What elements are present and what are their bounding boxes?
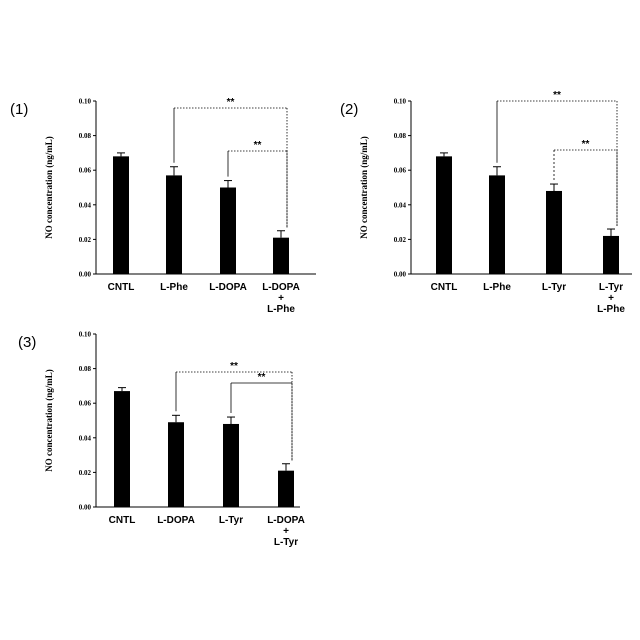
category-label: L-DOPA [262, 282, 300, 293]
bar [166, 175, 182, 274]
bar [113, 156, 129, 274]
significance-label: ** [230, 361, 238, 372]
significance-label: ** [227, 97, 235, 108]
bar [489, 175, 505, 274]
y-tick-label: 0.00 [79, 271, 92, 279]
y-axis-title: NO concentration (ng/mL) [44, 136, 54, 239]
y-tick-label: 0.10 [79, 98, 92, 106]
category-label: L-Tyr [274, 537, 298, 548]
y-tick-label: 0.04 [79, 434, 92, 442]
category-label: L-Phe [160, 282, 188, 293]
chart-panel-2: (2) 0.00 0.02 0.04 0.06 0.08 0.10 NO concentrat… [340, 90, 632, 315]
category-label: L-Phe [597, 304, 625, 315]
bar [114, 391, 130, 507]
significance-label: ** [582, 139, 590, 150]
bar [436, 156, 452, 274]
category-label: + [278, 293, 284, 304]
category-label: + [283, 526, 289, 537]
y-tick-label: 0.02 [394, 236, 407, 244]
category-label: L-Tyr [219, 515, 243, 526]
y-tick-label: 0.00 [394, 271, 407, 279]
category-label: L-DOPA [157, 515, 195, 526]
category-label: L-Phe [267, 304, 295, 315]
bar [220, 188, 236, 275]
y-tick-label: 0.04 [79, 201, 92, 209]
bar [546, 191, 562, 274]
y-tick-label: 0.06 [394, 167, 407, 175]
y-tick-label: 0.02 [79, 469, 92, 477]
category-label: CNTL [109, 515, 136, 526]
panel-label: (2) [340, 101, 358, 118]
category-label: L-DOPA [267, 515, 305, 526]
y-tick-label: 0.10 [79, 331, 92, 339]
y-tick-label: 0.06 [79, 167, 92, 175]
bar [168, 422, 184, 507]
chart-panel-1: (1) 0.00 0.02 0.04 0.06 0.08 0.10 NO concentrat… [10, 97, 316, 315]
bar [603, 236, 619, 274]
chart-panel-3: (3) 0.00 0.02 0.04 0.06 0.08 0.10 NO concentrat… [18, 331, 305, 549]
y-tick-label: 0.06 [79, 400, 92, 408]
y-axis-title: NO concentration (ng/mL) [44, 369, 54, 472]
y-axis-title: NO concentration (ng/mL) [359, 136, 369, 239]
category-label: L-Tyr [542, 282, 566, 293]
significance-label: ** [258, 372, 266, 383]
bar [273, 238, 289, 274]
y-tick-label: 0.08 [79, 365, 92, 373]
y-tick-label: 0.08 [394, 132, 407, 140]
category-label: L-Tyr [599, 282, 623, 293]
category-label: L-Phe [483, 282, 511, 293]
panel-label: (1) [10, 101, 28, 118]
category-label: CNTL [108, 282, 135, 293]
category-label: L-DOPA [209, 282, 247, 293]
panel-label: (3) [18, 334, 36, 351]
y-tick-label: 0.04 [394, 201, 407, 209]
category-label: + [608, 293, 614, 304]
significance-label: ** [553, 90, 561, 101]
y-tick-label: 0.00 [79, 504, 92, 512]
significance-label: ** [254, 140, 262, 151]
bar [223, 424, 239, 507]
y-tick-label: 0.10 [394, 98, 407, 106]
y-tick-label: 0.02 [79, 236, 92, 244]
bar [278, 471, 294, 507]
category-label: CNTL [431, 282, 458, 293]
y-tick-label: 0.08 [79, 132, 92, 140]
